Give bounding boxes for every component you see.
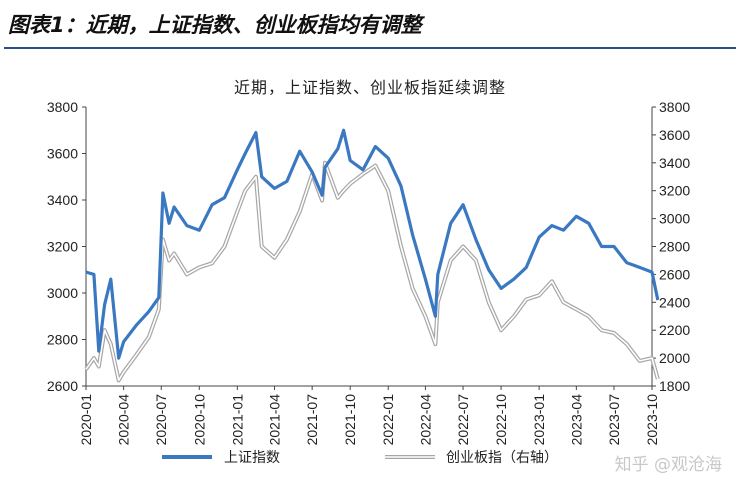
chart-title: 近期，上证指数、创业板指延续调整	[234, 78, 506, 97]
x-axis-tick-label: 2023-07	[606, 394, 622, 446]
legend-label-shanghai: 上证指数	[224, 450, 280, 466]
left-axis-tick-label: 2600	[47, 378, 78, 394]
left-axis-tick-label: 3000	[47, 285, 78, 301]
right-axis-tick-label: 3200	[659, 183, 690, 199]
x-axis-tick-label: 2021-07	[304, 394, 320, 446]
x-axis-tick-label: 2021-01	[229, 394, 245, 446]
x-axis-tick-label: 2021-04	[267, 394, 283, 446]
x-axis-tick-label: 2020-04	[116, 394, 132, 446]
right-axis-tick-label: 2800	[659, 239, 690, 255]
x-axis-tick-label: 2022-01	[380, 394, 396, 446]
series-line-shanghai	[85, 128, 660, 360]
left-axis-tick-label: 3600	[47, 146, 78, 162]
right-axis-tick-label: 1800	[659, 378, 690, 394]
legend: 上证指数 创业板指（右轴）	[162, 450, 558, 466]
x-axis-tick-label: 2023-01	[531, 394, 547, 446]
x-axis-tick-label: 2023-04	[568, 394, 584, 446]
series-lines	[84, 128, 660, 383]
right-axis-tick-label: 2000	[659, 350, 690, 366]
legend-label-chinext: 创业板指（右轴）	[446, 450, 558, 466]
axes: 2600 2800 3000 3200 3400 3600 3800 1800 2000 2200…	[47, 99, 691, 445]
watermark-text: 知乎 @观沧海	[615, 455, 722, 475]
x-axis-tick-label: 2020-10	[191, 394, 207, 446]
x-axis-tick-label: 2022-07	[455, 394, 471, 446]
x-axis-tick-label: 2021-10	[342, 394, 358, 446]
right-axis-tick-label: 3800	[659, 99, 690, 115]
right-axis-tick-label: 2400	[659, 294, 690, 310]
series-line-chinext-inner	[85, 162, 659, 382]
x-axis-tick-label: 2022-04	[417, 394, 433, 446]
left-axis-tick-label: 3200	[47, 239, 78, 255]
x-axis-tick-label: 2020-01	[78, 394, 94, 446]
left-axis-tick-label: 3800	[47, 99, 78, 115]
right-axis-tick-label: 2600	[659, 266, 690, 282]
x-axis-tick-label: 2022-10	[493, 394, 509, 446]
series-line-chinext	[84, 160, 660, 383]
right-axis-tick-label: 2200	[659, 322, 690, 338]
left-axis-tick-label: 2800	[47, 332, 78, 348]
x-axis-tick-label: 2020-07	[153, 394, 169, 446]
right-axis-tick-label: 3000	[659, 211, 690, 227]
right-axis-tick-label: 3600	[659, 127, 690, 143]
title-rule	[4, 47, 736, 49]
right-axis-tick-label: 3400	[659, 155, 690, 171]
x-axis-tick-label: 2023-10	[644, 394, 660, 446]
figure-title: 图表1：近期，上证指数、创业板指均有调整	[8, 13, 422, 37]
left-axis-tick-label: 3400	[47, 192, 78, 208]
